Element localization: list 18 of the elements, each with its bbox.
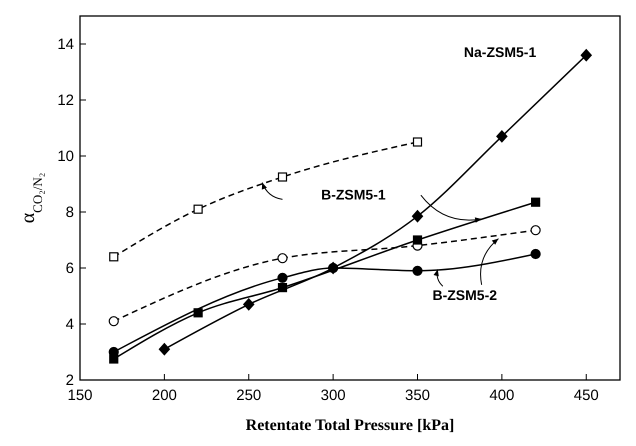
y-tick-label: 2 — [66, 372, 74, 389]
y-tick-label: 8 — [66, 204, 74, 221]
x-tick-label: 300 — [320, 387, 346, 404]
x-tick-label: 400 — [489, 387, 514, 404]
annotation: B-ZSM5-1 — [321, 186, 386, 202]
text: Na-ZSM5-1 — [464, 44, 536, 60]
y-tick-label: 12 — [57, 92, 74, 109]
x-tick-label: 150 — [67, 387, 93, 404]
annotation: B-ZSM5-2 — [432, 287, 498, 304]
x-tick-label: 250 — [236, 387, 262, 404]
x-tick-label: 350 — [404, 387, 430, 404]
y-tick-label: 4 — [66, 316, 74, 333]
x-axis-title: Retentate Total Pressure [kPa] — [246, 417, 454, 434]
y-tick-label: 14 — [57, 36, 74, 53]
y-tick-label: 10 — [57, 148, 74, 165]
y-tick-label: 6 — [66, 260, 74, 277]
x-tick-label: 200 — [152, 387, 177, 404]
x-tick-label: 450 — [574, 387, 599, 404]
